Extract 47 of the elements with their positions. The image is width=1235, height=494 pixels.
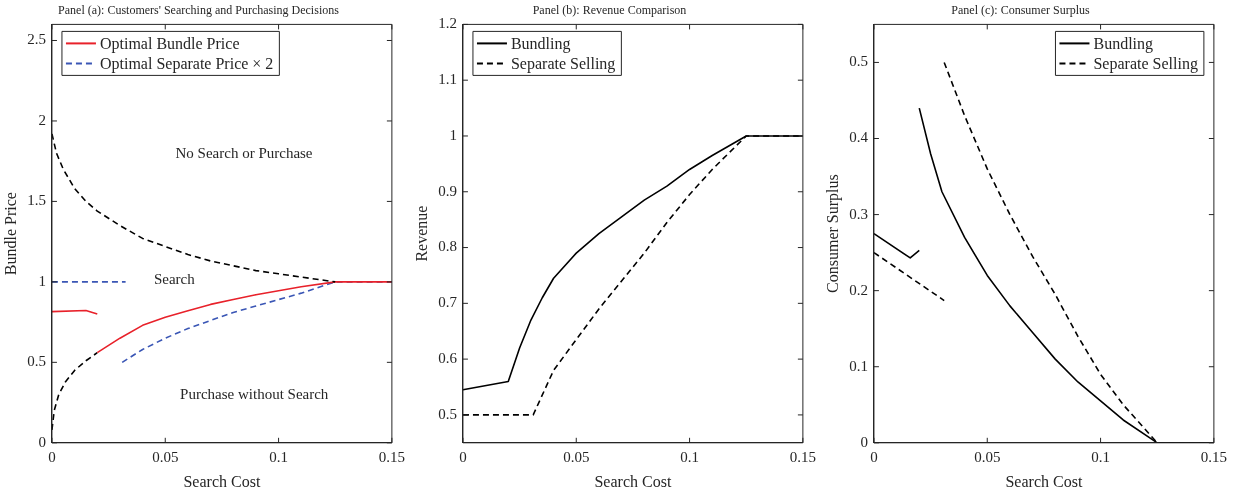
y-axis-title: Revenue	[412, 205, 430, 262]
chart-title: Panel (a): Customers' Searching and Purchasing Decisions	[58, 3, 340, 18]
y-tick-label: 0.2	[849, 281, 868, 298]
legend-label: Bundling	[1093, 34, 1154, 53]
x-tick-label: 0.15	[789, 448, 816, 465]
x-tick-label: 0.05	[152, 448, 179, 465]
y-tick-label: 2	[38, 111, 46, 128]
y-tick-label: 0.1	[849, 357, 868, 374]
chart-title: Panel (b): Revenue Comparison	[532, 3, 687, 18]
y-tick-label: 0.4	[849, 129, 869, 146]
y-tick-label: 0.3	[849, 205, 868, 222]
legend-label: Bundling	[510, 34, 571, 53]
legend-label: Optimal Separate Price × 2	[99, 54, 274, 73]
annotation: Search	[153, 270, 196, 287]
y-tick-label: 1	[449, 126, 457, 143]
y-axis-title: Bundle Price	[1, 192, 19, 276]
x-tick-label: 0.1	[269, 448, 288, 465]
y-tick-label: 0	[860, 433, 868, 450]
x-tick-label: 0.15	[1200, 448, 1227, 465]
y-tick-label: 1	[38, 272, 46, 289]
y-tick-label: 0.5	[27, 353, 46, 370]
y-tick-label: 0.7	[438, 294, 458, 311]
legend-label: Separate Selling	[1093, 54, 1198, 73]
x-tick-label: 0.05	[563, 448, 590, 465]
legend-label: Optimal Bundle Price	[99, 34, 240, 53]
annotation: No Search or Purchase	[175, 145, 313, 162]
y-tick-label: 0.9	[438, 182, 457, 199]
x-tick-label: 0.1	[680, 448, 699, 465]
y-tick-label: 2.5	[27, 31, 46, 48]
chart-title: Panel (c): Consumer Surplus	[951, 3, 1090, 18]
x-axis-title: Search Cost	[1005, 472, 1083, 490]
y-tick-label: 1.1	[438, 71, 457, 88]
x-tick-label: 0.05	[974, 448, 1001, 465]
y-tick-label: 0.5	[438, 405, 457, 422]
y-tick-label: 0	[38, 433, 46, 450]
y-tick-label: 1.2	[438, 15, 457, 32]
x-axis-title: Search Cost	[183, 472, 261, 490]
x-axis-title: Search Cost	[594, 472, 672, 490]
y-tick-label: 0.5	[849, 53, 868, 70]
y-axis-title: Consumer Surplus	[823, 174, 842, 293]
y-tick-label: 1.5	[27, 192, 46, 209]
annotation: Purchase without Search	[180, 385, 329, 402]
x-tick-label: 0.15	[378, 448, 405, 465]
y-tick-label: 0.8	[438, 238, 457, 255]
y-tick-label: 0.6	[438, 350, 458, 367]
legend-label: Separate Selling	[510, 54, 616, 73]
x-tick-label: 0.1	[1091, 448, 1110, 465]
